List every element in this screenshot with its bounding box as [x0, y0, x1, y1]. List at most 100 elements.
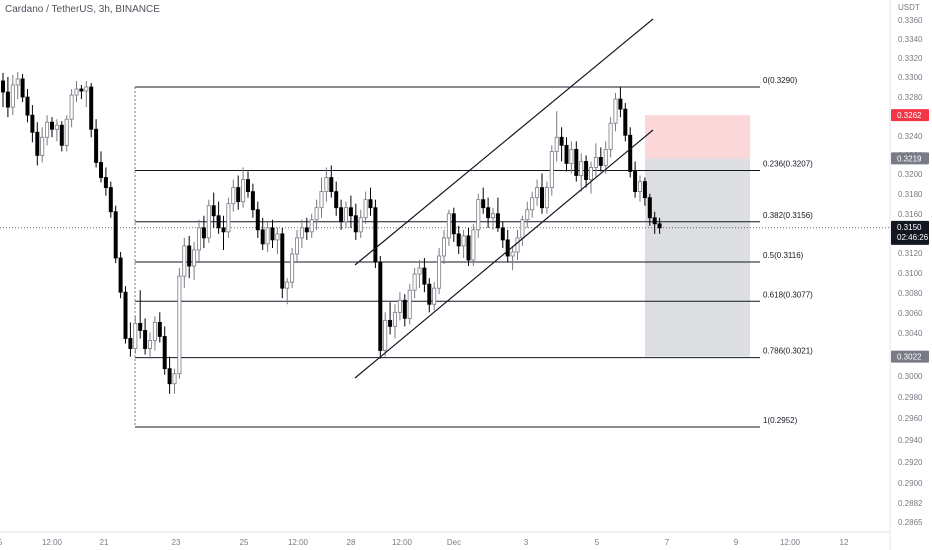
candle-up[interactable]	[275, 233, 280, 241]
candle-down[interactable]	[221, 227, 226, 233]
candle-down[interactable]	[280, 233, 285, 289]
candle-down[interactable]	[451, 213, 456, 235]
candle-up[interactable]	[593, 157, 598, 168]
candle-down[interactable]	[495, 213, 500, 229]
candle-down[interactable]	[574, 148, 579, 176]
candle-down[interactable]	[216, 215, 221, 229]
candle-up[interactable]	[192, 249, 197, 267]
candle-down[interactable]	[50, 121, 55, 130]
candle-down[interactable]	[187, 245, 192, 267]
candle-up[interactable]	[177, 275, 182, 375]
candle-down[interactable]	[103, 177, 108, 188]
candle-down[interactable]	[339, 207, 344, 223]
candle-up[interactable]	[392, 311, 397, 327]
candle-down[interactable]	[647, 197, 652, 219]
candle-up[interactable]	[196, 227, 201, 251]
candle-down[interactable]	[143, 330, 148, 349]
candle-up[interactable]	[152, 321, 157, 341]
candle-down[interactable]	[334, 191, 339, 209]
candle-up[interactable]	[45, 121, 50, 138]
candle-up[interactable]	[241, 179, 246, 203]
candle-down[interactable]	[618, 98, 623, 110]
candle-down[interactable]	[236, 187, 241, 203]
candle-down[interactable]	[368, 199, 373, 209]
candle-up[interactable]	[74, 88, 79, 96]
candle-up[interactable]	[471, 229, 476, 261]
candle-down[interactable]	[99, 162, 104, 178]
candle-down[interactable]	[486, 207, 491, 219]
candle-down[interactable]	[652, 217, 657, 225]
candle-up[interactable]	[40, 136, 45, 156]
candle-up[interactable]	[319, 191, 324, 209]
candle-down[interactable]	[564, 144, 569, 164]
candle-down[interactable]	[456, 233, 461, 247]
candle-up[interactable]	[147, 340, 152, 349]
candle-down[interactable]	[623, 108, 628, 136]
candle-down[interactable]	[329, 177, 334, 193]
candle-down[interactable]	[500, 227, 505, 241]
candle-up[interactable]	[461, 235, 466, 247]
stop-loss-zone[interactable]	[645, 115, 750, 159]
candle-down[interactable]	[35, 131, 40, 156]
candle-up[interactable]	[525, 209, 530, 221]
candle-up[interactable]	[437, 255, 442, 289]
candle-down[interactable]	[348, 207, 353, 217]
candle-down[interactable]	[422, 267, 427, 285]
candle-up[interactable]	[383, 319, 388, 351]
candle-down[interactable]	[260, 229, 265, 245]
candle-up[interactable]	[69, 94, 74, 120]
candle-down[interactable]	[373, 207, 378, 263]
candle-down[interactable]	[304, 227, 309, 233]
candle-down[interactable]	[481, 199, 486, 209]
candle-down[interactable]	[118, 257, 123, 293]
candle-down[interactable]	[138, 322, 143, 331]
candle-down[interactable]	[25, 96, 30, 116]
candle-up[interactable]	[515, 237, 520, 253]
candle-down[interactable]	[250, 191, 255, 211]
candle-up[interactable]	[412, 273, 417, 291]
candle-down[interactable]	[584, 161, 589, 180]
channel-upper-line[interactable]	[354, 18, 654, 266]
candle-up[interactable]	[476, 199, 481, 231]
candle-down[interactable]	[598, 157, 603, 166]
candle-up[interactable]	[290, 253, 295, 283]
candle-down[interactable]	[94, 128, 99, 163]
candle-up[interactable]	[324, 177, 329, 193]
candle-down[interactable]	[0, 80, 6, 93]
candle-down[interactable]	[540, 187, 545, 209]
candle-down[interactable]	[59, 124, 64, 146]
candle-up[interactable]	[231, 187, 236, 205]
candle-up[interactable]	[397, 299, 402, 313]
candle-up[interactable]	[608, 122, 613, 150]
candle-down[interactable]	[89, 86, 94, 130]
candle-down[interactable]	[79, 88, 84, 92]
candle-up[interactable]	[441, 237, 446, 257]
candle-up[interactable]	[432, 287, 437, 305]
candle-up[interactable]	[579, 161, 584, 176]
candle-up[interactable]	[535, 187, 540, 199]
candle-up[interactable]	[299, 227, 304, 239]
candle-down[interactable]	[201, 227, 206, 239]
candle-up[interactable]	[10, 84, 15, 108]
candle-up[interactable]	[520, 219, 525, 239]
candle-up[interactable]	[554, 136, 559, 152]
candle-up[interactable]	[589, 167, 594, 180]
candle-up[interactable]	[417, 267, 422, 275]
candle-up[interactable]	[407, 289, 412, 319]
candle-down[interactable]	[628, 134, 633, 172]
candle-down[interactable]	[642, 181, 647, 199]
candle-down[interactable]	[123, 291, 128, 339]
candle-up[interactable]	[613, 98, 618, 124]
candle-down[interactable]	[427, 283, 432, 305]
candle-up[interactable]	[15, 78, 20, 86]
candle-down[interactable]	[388, 319, 393, 327]
candle-up[interactable]	[343, 207, 348, 223]
candle-up[interactable]	[133, 322, 138, 349]
candle-up[interactable]	[510, 251, 515, 257]
profit-target-zone[interactable]	[645, 158, 750, 357]
candle-up[interactable]	[172, 373, 177, 385]
candle-down[interactable]	[633, 171, 638, 193]
candle-up[interactable]	[309, 219, 314, 233]
candle-up[interactable]	[363, 199, 368, 219]
